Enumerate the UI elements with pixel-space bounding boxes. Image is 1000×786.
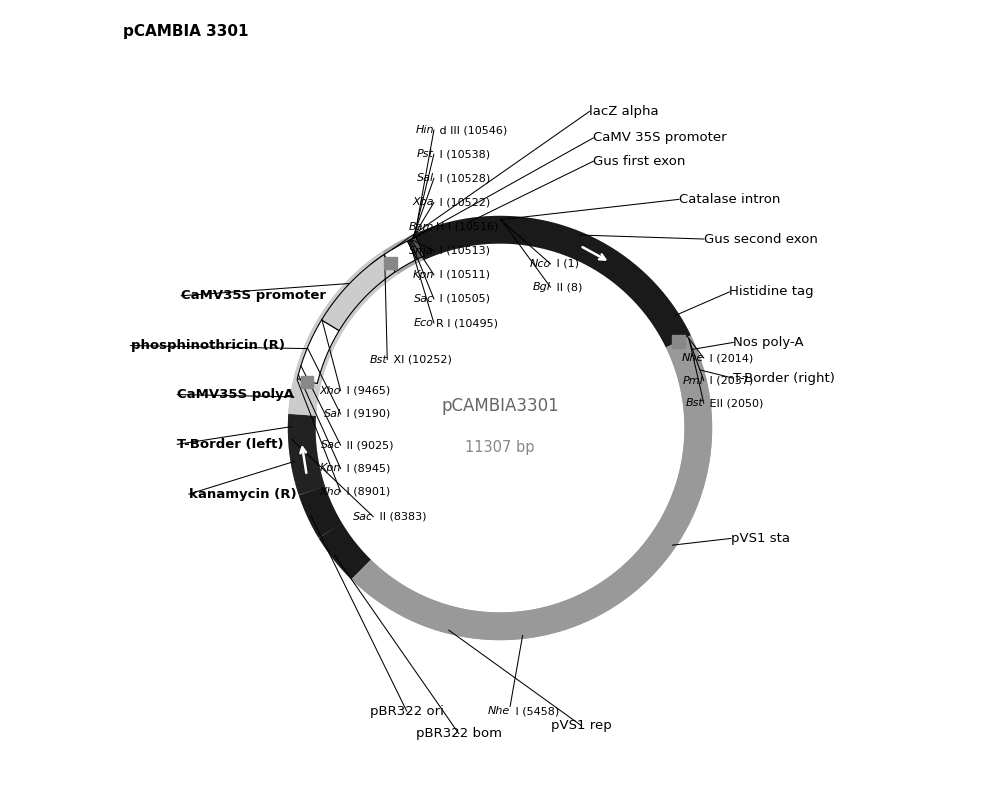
Text: Gus second exon: Gus second exon [704, 233, 818, 245]
Text: CaMV35S promoter: CaMV35S promoter [181, 289, 326, 303]
Text: Sal: Sal [417, 174, 434, 183]
Polygon shape [672, 335, 685, 347]
Text: Xho: Xho [319, 386, 341, 395]
Text: phosphinothricin (R): phosphinothricin (R) [131, 339, 285, 352]
Text: I (10505): I (10505) [436, 294, 490, 304]
Text: Gus first exon: Gus first exon [593, 155, 686, 167]
Polygon shape [301, 376, 313, 388]
Text: d III (10546): d III (10546) [436, 125, 507, 135]
Polygon shape [370, 241, 417, 281]
Text: II (8): II (8) [553, 282, 582, 292]
Text: Nhe: Nhe [681, 353, 704, 363]
Text: Pst: Pst [417, 149, 434, 160]
Text: lacZ alpha: lacZ alpha [589, 105, 659, 118]
Text: I (8945): I (8945) [343, 464, 390, 473]
Text: 11307 bp: 11307 bp [465, 440, 535, 455]
Text: H I (10516): H I (10516) [436, 222, 499, 232]
Text: I (9190): I (9190) [343, 409, 390, 419]
Text: Nhe: Nhe [488, 707, 510, 716]
Text: kanamycin (R): kanamycin (R) [189, 487, 297, 501]
Polygon shape [297, 320, 339, 384]
Text: T-Border (left): T-Border (left) [177, 438, 284, 451]
Polygon shape [322, 255, 395, 331]
Text: I (2037): I (2037) [706, 376, 753, 386]
Text: R I (10495): R I (10495) [436, 318, 498, 328]
Text: Catalase intron: Catalase intron [679, 193, 780, 206]
Text: Bgl: Bgl [533, 282, 551, 292]
Text: I (10513): I (10513) [436, 246, 490, 255]
Text: Sma: Sma [409, 246, 434, 255]
Text: pVS1 rep: pVS1 rep [551, 719, 612, 733]
Text: pVS1 sta: pVS1 sta [731, 532, 790, 545]
Text: Xho: Xho [319, 487, 341, 497]
Text: Nco: Nco [529, 259, 551, 269]
Text: I (10538): I (10538) [436, 149, 490, 160]
Text: CaMV 35S promoter: CaMV 35S promoter [593, 131, 727, 145]
Text: CaMV35S polyA: CaMV35S polyA [177, 388, 294, 401]
Text: I (10522): I (10522) [436, 197, 490, 208]
Text: Bst: Bst [369, 354, 387, 365]
Text: Hin: Hin [415, 125, 434, 135]
Text: Bst: Bst [686, 399, 704, 408]
Text: Pml: Pml [683, 376, 704, 386]
Text: I (10511): I (10511) [436, 270, 490, 280]
Text: I (9465): I (9465) [343, 386, 390, 395]
Text: Nos poly-A: Nos poly-A [733, 336, 804, 349]
Text: T-Border (right): T-Border (right) [733, 372, 835, 384]
Text: pCAMBIA 3301: pCAMBIA 3301 [123, 24, 248, 39]
Text: I (1): I (1) [553, 259, 579, 269]
Text: pBR322 ori: pBR322 ori [370, 704, 444, 718]
Text: Sac: Sac [414, 294, 434, 304]
Text: Kpn: Kpn [413, 270, 434, 280]
Text: II (8383): II (8383) [376, 512, 426, 522]
Text: I (10528): I (10528) [436, 174, 490, 183]
Text: Bam: Bam [409, 222, 434, 232]
Text: I (8901): I (8901) [343, 487, 390, 497]
Text: EII (2050): EII (2050) [706, 399, 763, 408]
Polygon shape [407, 237, 424, 259]
Text: Sac: Sac [353, 512, 373, 522]
Text: Histidine tag: Histidine tag [729, 285, 814, 299]
Text: Eco: Eco [414, 318, 434, 328]
Text: pCAMBIA3301: pCAMBIA3301 [441, 397, 559, 415]
Text: II (9025): II (9025) [343, 440, 393, 450]
Text: Sac: Sac [320, 440, 341, 450]
Text: Kpn: Kpn [319, 464, 341, 473]
Text: Sal: Sal [323, 409, 341, 419]
Text: I (2014): I (2014) [706, 353, 753, 363]
Text: Xba: Xba [412, 197, 434, 208]
Text: XI (10252): XI (10252) [390, 354, 451, 365]
Polygon shape [384, 256, 397, 269]
Text: pBR322 bom: pBR322 bom [416, 727, 502, 740]
Text: I (5458): I (5458) [512, 707, 560, 716]
